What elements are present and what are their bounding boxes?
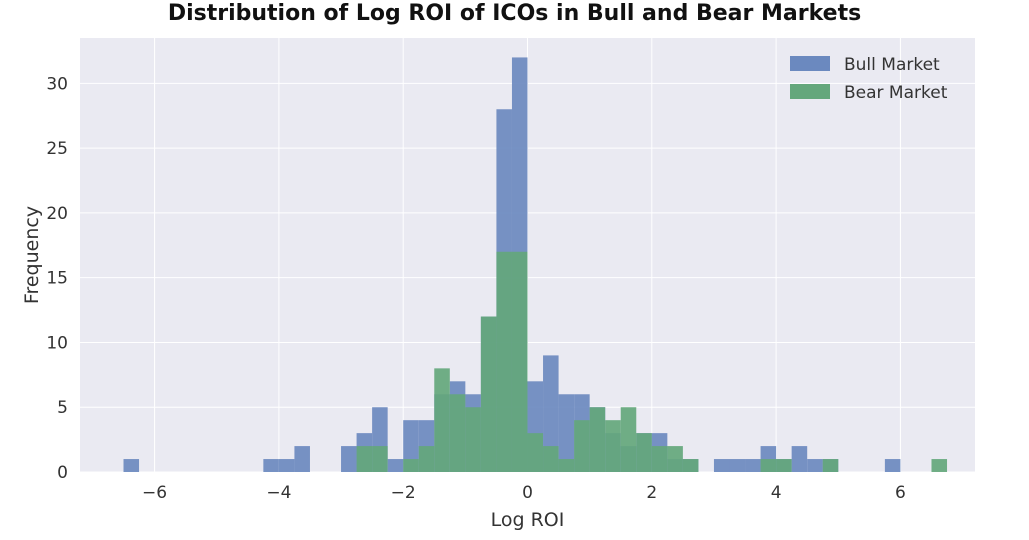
bar-series-0-29 [745, 459, 761, 472]
x-tick-label-6: 6 [895, 483, 906, 503]
bar-series-1-8 [496, 251, 512, 472]
bar-series-1-24 [931, 459, 948, 472]
bar-series-1-10 [527, 433, 544, 472]
bar-series-1-3 [418, 446, 435, 472]
x-tick-label-5: 4 [771, 483, 782, 503]
legend-label-1: Bear Market [844, 83, 948, 103]
bar-series-1-14 [589, 407, 606, 472]
x-tick-label-4: 2 [646, 483, 657, 503]
x-tick-label-0: −6 [142, 483, 167, 503]
bar-series-0-7 [387, 459, 404, 472]
x-tick-label-2: −2 [391, 483, 416, 503]
y-tick-label-3: 15 [46, 269, 68, 289]
y-tick-label-2: 10 [46, 333, 68, 353]
legend-label-0: Bull Market [844, 55, 940, 75]
x-tick-label-3: 0 [522, 483, 533, 503]
bar-series-1-22 [776, 459, 792, 472]
bar-series-0-0 [123, 459, 140, 472]
bar-series-1-1 [372, 446, 388, 472]
bar-series-1-2 [403, 459, 419, 472]
axis-ticks: −6 −4 −2 0 2 4 6 0 5 10 15 20 25 30 [46, 74, 905, 503]
y-tick-label-1: 5 [57, 398, 68, 418]
bar-series-1-7 [480, 316, 497, 472]
bar-series-1-20 [682, 459, 699, 472]
bar-series-1-18 [651, 446, 668, 472]
bar-series-0-17 [543, 355, 559, 472]
bar-series-0-4 [341, 446, 357, 472]
bar-series-1-5 [449, 394, 466, 472]
bar-series-1-15 [605, 420, 621, 472]
bar-series-1-0 [356, 446, 373, 472]
y-tick-label-5: 25 [46, 139, 68, 159]
bar-series-1-13 [574, 420, 590, 472]
y-tick-label-6: 30 [46, 74, 68, 94]
bar-series-0-32 [791, 446, 808, 472]
bar-series-1-4 [434, 368, 450, 472]
series-1 [356, 251, 948, 472]
bar-series-1-23 [822, 459, 839, 472]
bar-series-1-17 [636, 433, 652, 472]
bar-series-1-11 [543, 446, 559, 472]
bar-series-1-6 [465, 407, 481, 472]
histogram-bars [123, 57, 948, 473]
x-tick-label-1: −4 [266, 483, 291, 503]
bar-series-0-1 [263, 459, 279, 472]
bar-series-1-19 [667, 446, 683, 472]
bar-series-0-3 [294, 446, 310, 472]
bar-series-0-27 [713, 459, 730, 472]
bar-series-0-35 [884, 459, 901, 472]
bar-series-1-16 [620, 407, 637, 472]
legend: Bull Market Bear Market [790, 55, 948, 103]
bar-series-0-18 [558, 394, 575, 472]
bar-series-0-33 [807, 459, 823, 472]
legend-swatch-1 [790, 84, 830, 99]
bar-series-1-12 [558, 459, 575, 472]
y-tick-label-0: 0 [57, 463, 68, 483]
bar-series-1-21 [760, 459, 777, 472]
y-tick-label-4: 20 [46, 204, 68, 224]
legend-swatch-0 [790, 56, 830, 71]
bar-series-0-2 [278, 459, 295, 472]
chart-title: Distribution of Log ROI of ICOs in Bull … [167, 1, 862, 26]
bar-series-0-28 [729, 459, 746, 472]
x-axis-label: Log ROI [491, 509, 565, 531]
y-axis-label: Frequency [21, 206, 43, 304]
bar-series-1-9 [511, 251, 528, 472]
